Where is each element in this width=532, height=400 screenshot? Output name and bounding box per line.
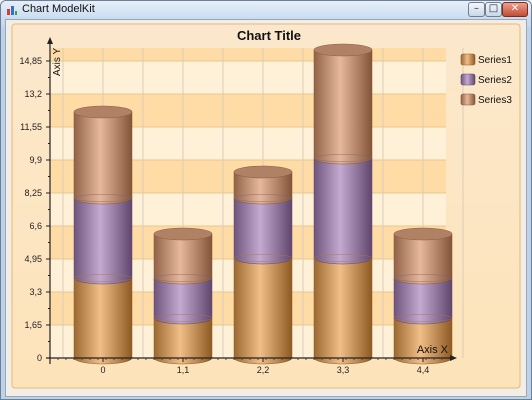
bar-segment [153, 317, 213, 365]
x-tick-label: 2,2 [257, 365, 270, 375]
x-tick-label: 3,3 [337, 365, 350, 375]
bar-segment [73, 111, 133, 205]
x-axis-arrow [450, 355, 457, 361]
bar-segment [153, 277, 213, 325]
maximize-button[interactable]: □ [485, 2, 502, 17]
bar-segment-seam [233, 194, 293, 202]
minimize-button[interactable]: – [468, 2, 485, 17]
bars [73, 43, 453, 365]
legend-swatch [460, 73, 476, 86]
y-tick-label: 14,85 [19, 56, 42, 66]
y-axis-title: Axis Y [52, 48, 63, 76]
y-tick-label: 9,9 [29, 155, 42, 165]
x-tick-label: 1,1 [177, 365, 190, 375]
plot-band [50, 61, 446, 94]
y-tick-label: 0 [37, 353, 42, 363]
bar-top-cap [313, 43, 373, 57]
y-tick-label: 4,95 [24, 254, 42, 264]
bar-segment [233, 257, 293, 365]
y-axis-arrow [47, 37, 53, 44]
y-tick-label: 3,3 [29, 287, 42, 297]
bar-segment [393, 317, 453, 365]
bar-segment [313, 257, 373, 365]
chart-svg: Chart Title 0 1,65 3,3 4,95 6,6 8,25 9,9 11,55 1… [11, 23, 521, 389]
chart-area: Chart Title 0 1,65 3,3 4,95 6,6 8,25 9,9 11,55 1… [5, 19, 527, 397]
bar-segment-seam [233, 254, 293, 262]
legend-swatch [460, 93, 476, 106]
bar-segment-seam [73, 194, 133, 202]
bar-chart-icon [7, 6, 17, 15]
close-button[interactable]: ✕ [502, 2, 528, 17]
bar-segment [393, 277, 453, 325]
bar-segment [313, 49, 373, 165]
bar-top-cap [153, 227, 213, 241]
bar-segment-seam [153, 274, 213, 282]
legend-label: Series3 [478, 95, 512, 106]
bar-segment [233, 171, 293, 205]
y-tick-label: 1,65 [24, 320, 42, 330]
title-bar[interactable]: Chart ModelKit – □ ✕ [1, 1, 531, 19]
legend-label: Series1 [478, 55, 512, 66]
bar-segment [233, 197, 293, 265]
legend: Series1 Series2 Series3 [460, 53, 512, 106]
bar-segment-seam [393, 314, 453, 322]
y-tick-label: 11,55 [20, 122, 42, 132]
y-tick-label: 13,2 [24, 89, 42, 99]
chart-title: Chart Title [237, 28, 301, 43]
y-tick-label: 8,25 [24, 188, 42, 198]
bar-segment [73, 277, 133, 365]
axes: 0 1,65 3,3 4,95 6,6 8,25 9,9 11,55 13,2 14,85 0 1,1… [19, 37, 457, 375]
bar-segment-seam [313, 254, 373, 262]
bar-segment-seam [393, 274, 453, 282]
legend-swatch [460, 53, 476, 66]
bar-segment [313, 157, 373, 265]
bar-segment [73, 197, 133, 285]
bar-top-cap [233, 165, 293, 179]
x-axis-title: Axis X [417, 344, 449, 356]
bar-segment-seam [73, 274, 133, 282]
bar-segment-seam [153, 314, 213, 322]
bar-segment [393, 233, 453, 285]
bar-top-cap [73, 105, 133, 119]
bar-segment-seam [313, 154, 373, 162]
y-tick-label: 6,6 [29, 221, 42, 231]
bar-top-cap [393, 227, 453, 241]
x-tick-label: 4,4 [417, 365, 430, 375]
plot-band [50, 48, 446, 61]
bar-segment [153, 233, 213, 285]
window-title: Chart ModelKit [22, 3, 95, 15]
x-tick-label: 0 [100, 365, 105, 375]
legend-label: Series2 [478, 75, 512, 86]
